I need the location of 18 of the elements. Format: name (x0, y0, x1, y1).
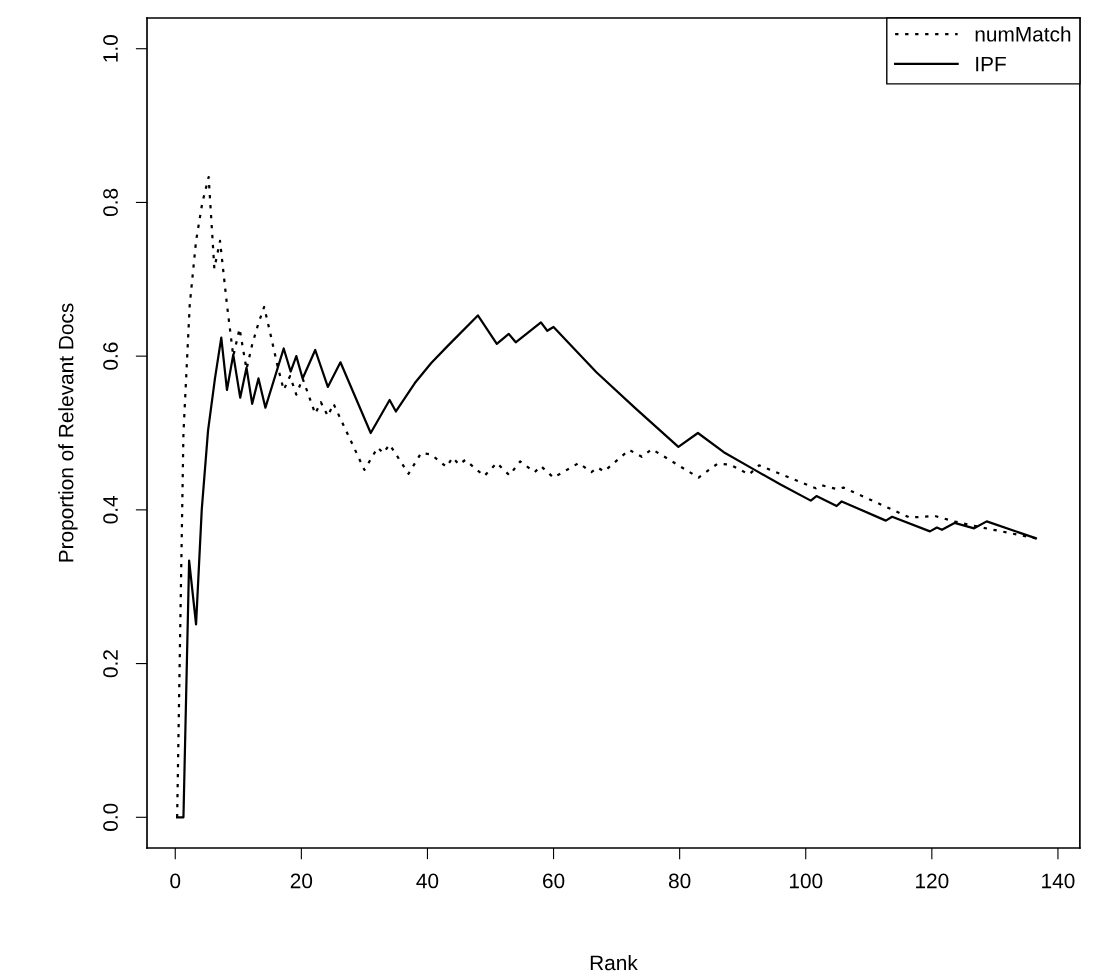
x-tick-label: 120 (916, 873, 949, 889)
legend-label: IPF (976, 56, 1006, 72)
x-tick-label: 0 (170, 873, 181, 889)
x-tick-label: 140 (1042, 873, 1075, 889)
legend-label: numMatch (975, 26, 1071, 42)
x-tick-label: 40 (416, 873, 439, 889)
x-tick-label: 20 (290, 873, 313, 889)
y-tick-label: 0.6 (103, 342, 118, 370)
x-tick-label: 100 (789, 873, 823, 889)
x-tick-label: 60 (543, 873, 565, 889)
y-tick-label: 0.4 (103, 495, 118, 524)
x-tick-label: 80 (668, 873, 691, 889)
y-axis-title: Proportion of Relevant Docs (58, 303, 78, 562)
y-tick-label: 1.0 (103, 35, 118, 62)
y-tick-label: 0.2 (103, 650, 118, 678)
x-axis-title: Rank (590, 954, 638, 971)
y-tick-label: 0.0 (103, 803, 118, 831)
y-tick-label: 0.8 (103, 188, 118, 217)
